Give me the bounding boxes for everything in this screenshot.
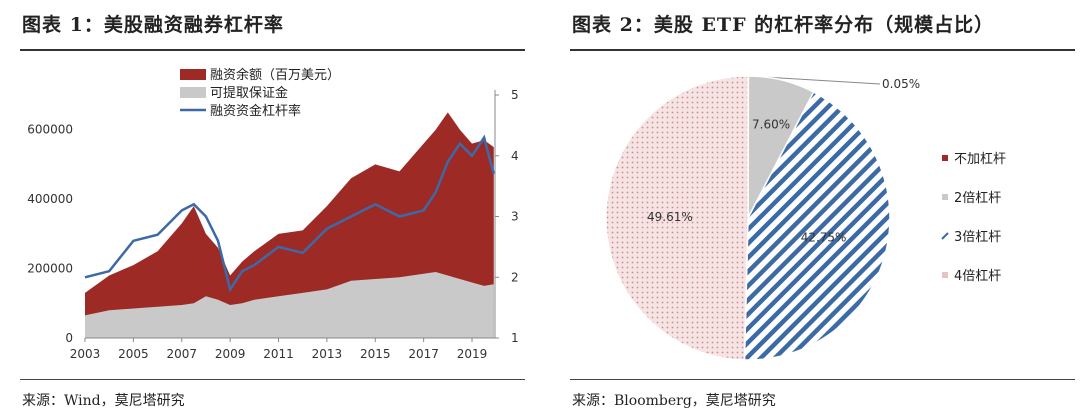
source-note: 来源：Wind，莫尼塔研究	[22, 393, 185, 409]
right-y-tick-label: 5	[511, 88, 519, 102]
pie-slice	[743, 91, 891, 361]
legend-label: 融资余额（百万美元）	[210, 67, 340, 83]
legend-label: 可提取保证金	[210, 85, 288, 101]
x-tick-label: 2019	[457, 347, 488, 361]
title-rule	[20, 49, 525, 51]
legend-label: 4倍杠杆	[954, 268, 1001, 284]
pie-data-label: 0.05%	[882, 77, 920, 91]
legend-swatch	[942, 155, 948, 161]
x-tick-label: 2005	[118, 347, 149, 361]
left-y-tick-label: 0	[65, 331, 73, 345]
left-panel: 图表 1：美股融资融券杠杆率 2003 2005 2007 2009 2011 2013 2…	[0, 0, 530, 418]
right-y-tick-label: 2	[511, 270, 519, 284]
source-note: 来源：Bloomberg，莫尼塔研究	[572, 393, 776, 409]
pie-data-label: 42.75%	[801, 231, 847, 245]
x-tick-label: 2015	[360, 347, 391, 361]
legend-label: 3倍杠杆	[954, 229, 1001, 245]
legend-swatch	[941, 232, 949, 240]
left-y-tick-label: 200000	[27, 262, 73, 276]
chart-title: 图表 1：美股融资融券杠杆率	[22, 14, 284, 36]
x-tick-label: 2011	[263, 347, 294, 361]
left-y-tick-label: 400000	[27, 192, 73, 206]
right-panel: 图表 2：美股 ETF 的杠杆率分布（规模占比） 0.05% 7.60% 42.75…	[550, 0, 1080, 418]
series-area-withdrawable-margin	[85, 272, 494, 338]
legend-label: 2倍杠杆	[954, 190, 1001, 206]
source-rule	[570, 379, 1075, 380]
right-y-tick-label: 1	[511, 331, 519, 345]
series-line-leverage	[84, 134, 496, 293]
title-rule	[570, 49, 1075, 51]
right-y-tick-label: 3	[511, 210, 519, 224]
chart-title: 图表 2：美股 ETF 的杠杆率分布（规模占比）	[572, 14, 995, 36]
legend-swatch	[180, 69, 206, 80]
source-rule	[20, 379, 525, 380]
x-tick-label: 2013	[312, 347, 343, 361]
legend-swatch	[942, 272, 948, 278]
right-y-tick-label: 4	[511, 149, 519, 163]
legend-swatch	[180, 87, 206, 98]
legend-label: 不加杠杆	[954, 151, 1006, 167]
pie-data-label: 49.61%	[647, 210, 693, 224]
etf-leverage-pie-chart: 0.05% 7.60% 42.75% 49.61% 不加杠杆 2倍杠杆 3倍杠杆 4倍杠杆	[605, 75, 1006, 361]
x-tick-label: 2003	[70, 347, 101, 361]
margin-leverage-chart: 2003 2005 2007 2009 2011 2013 2015 2017 2019 0 200…	[27, 67, 519, 361]
x-tick-label: 2017	[408, 347, 439, 361]
pie-slice	[605, 75, 749, 361]
x-tick-label: 2007	[166, 347, 197, 361]
legend-label: 融资资金杠杆率	[210, 103, 301, 119]
legend-swatch	[942, 194, 948, 200]
x-tick-label: 2009	[215, 347, 246, 361]
left-y-tick-label: 600000	[27, 123, 73, 137]
pie-data-label: 7.60%	[752, 117, 790, 131]
